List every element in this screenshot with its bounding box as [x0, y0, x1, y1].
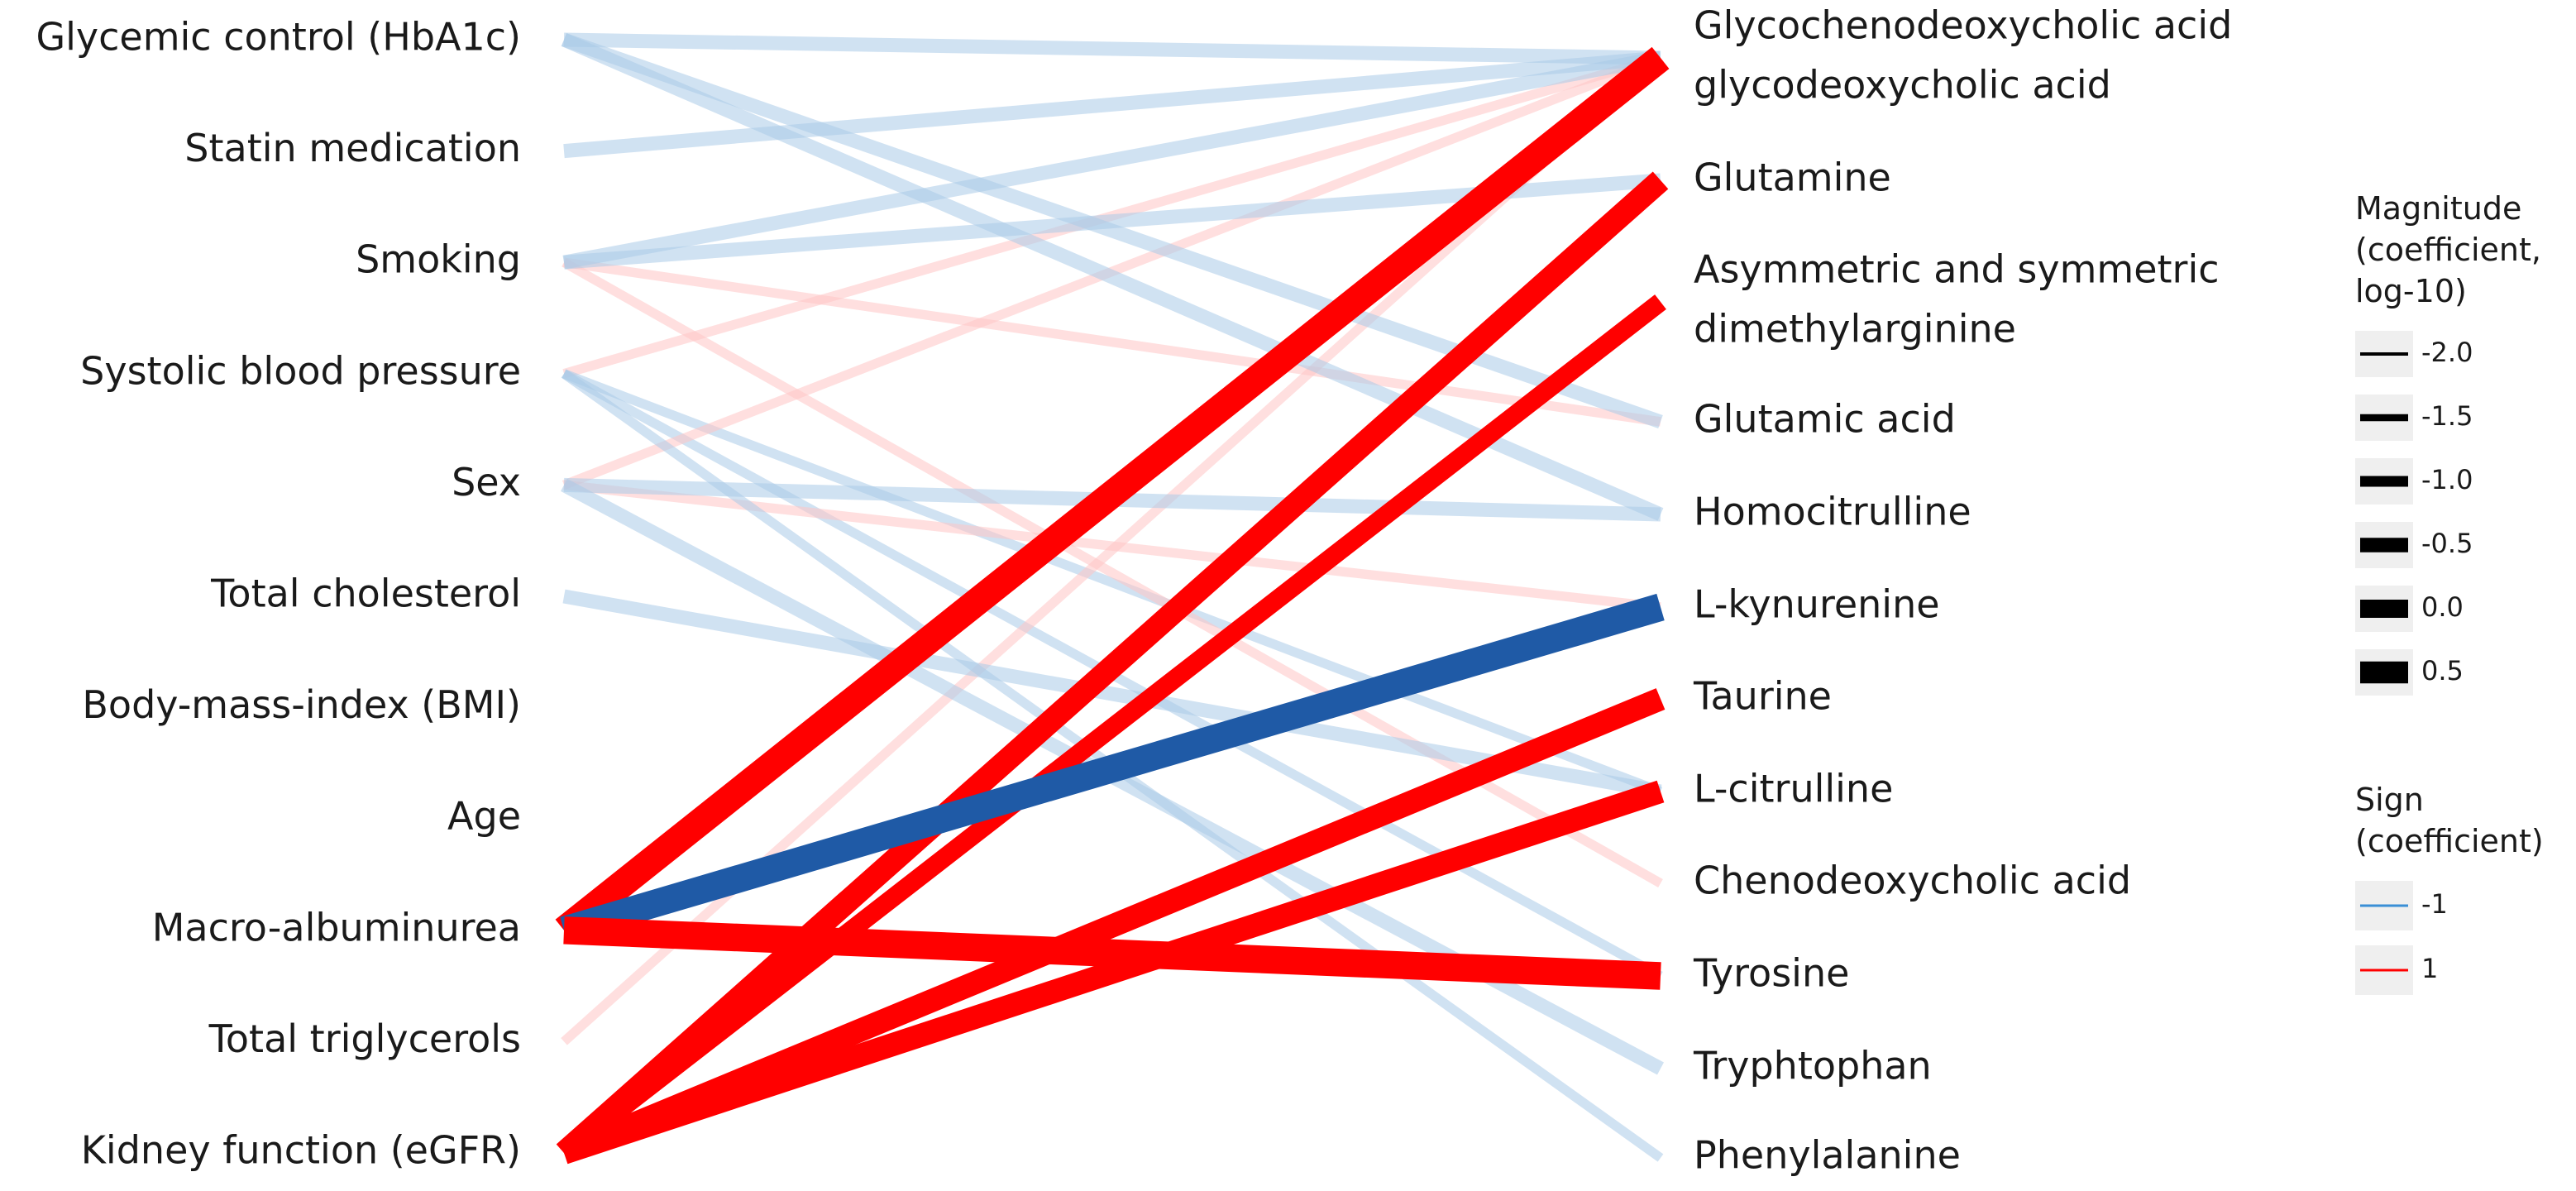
- link-smoking-to-glutamic-acid: [563, 257, 1661, 427]
- predictor-label-body-mass-index-bmi: Body-mass-index (BMI): [82, 682, 521, 727]
- magnitude-legend-title-1: Magnitude: [2355, 190, 2521, 227]
- link-glycemic-control-hba1c-to-glutamic-acid: [562, 32, 1663, 429]
- metabolite-labels: Glycochenodeoxycholic acid glycodeoxychol…: [1693, 3, 2232, 1178]
- predictor-label-systolic-blood-pressure: Systolic blood pressure: [80, 348, 521, 393]
- magnitude-key-bar: [2360, 538, 2408, 552]
- magnitude-key-bar: [2360, 600, 2408, 618]
- link-kidney-function-egfr-to-l-citrulline: [560, 780, 1665, 1165]
- magnitude-key-label: 0.0: [2421, 591, 2464, 623]
- predictor-label-glycemic-control-hba1c: Glycemic control (HbA1c): [36, 15, 521, 60]
- link-macro-albuminurea-to-l-kynurenine: [560, 593, 1665, 944]
- magnitude-key-label: -1.5: [2421, 400, 2473, 432]
- link-macro-albuminurea-to-glycochenodeoxycholic-acid-glycodeoxycholic-acid: [555, 46, 1670, 941]
- sign-legend-title-2: (coefficient): [2355, 823, 2544, 859]
- metabolite-label-phenylalanine: Phenylalanine: [1694, 1133, 1961, 1178]
- metabolite-label-taurine: Taurine: [1693, 674, 1832, 719]
- predictor-label-total-cholesterol: Total cholesterol: [210, 572, 521, 616]
- magnitude-legend-title-3: log-10): [2355, 273, 2467, 309]
- predictor-label-age: Age: [447, 794, 521, 839]
- magnitude-key-label: -0.5: [2421, 528, 2473, 559]
- sign-legend-title-1: Sign: [2355, 782, 2424, 818]
- magnitude-key-bar: [2360, 476, 2408, 487]
- predictor-label-smoking: Smoking: [356, 237, 521, 282]
- predictor-label-sex: Sex: [452, 460, 521, 505]
- magnitude-key-label: -1.0: [2421, 464, 2473, 495]
- metabolite-label-l-kynurenine: L-kynurenine: [1694, 582, 1940, 627]
- metabolite-label-glutamic-acid: Glutamic acid: [1694, 397, 1956, 442]
- sign-legend: Sign (coefficient) -1 1: [2355, 782, 2544, 995]
- metabolite-label-glutamine: Glutamine: [1694, 155, 1891, 200]
- magnitude-key-bar: [2360, 661, 2408, 684]
- metabolite-label-glycodeoxycholic-acid: glycodeoxycholic acid: [1694, 63, 2111, 108]
- predictor-label-statin-medication: Statin medication: [184, 126, 521, 170]
- predictor-label-kidney-function-egfr: Kidney function (eGFR): [81, 1128, 521, 1173]
- metabolite-label-homocitrulline: Homocitrulline: [1694, 490, 1971, 534]
- metabolite-label-tryphtophan: Tryphtophan: [1693, 1044, 1932, 1088]
- link-total-cholesterol-to-l-citrulline: [562, 589, 1662, 799]
- predictor-label-total-triglycerols: Total triglycerols: [208, 1016, 521, 1061]
- metabolite-label-glycochenodeoxycholic-acid: Glycochenodeoxycholic acid: [1694, 3, 2232, 48]
- metabolite-label-tyrosine: Tyrosine: [1693, 951, 1849, 996]
- metabolite-label-l-citrulline: L-citrulline: [1694, 767, 1893, 811]
- magnitude-legend-title-2: (coefficient,: [2355, 232, 2541, 268]
- sign-key-label: 1: [2421, 953, 2438, 984]
- link-kidney-function-egfr-to-glutamine: [556, 171, 1669, 1162]
- link-kidney-function-egfr-to-taurine: [559, 688, 1666, 1164]
- association-links: [555, 32, 1670, 1165]
- magnitude-key-bar: [2360, 352, 2408, 356]
- link-glycemic-control-hba1c-to-glycochenodeoxycholic-acid-glycodeoxycholic-acid: [563, 32, 1661, 65]
- magnitude-legend: Magnitude (coefficient, log-10) -2.0 -1.5…: [2355, 190, 2541, 696]
- link-kidney-function-egfr-to-asymmetric-and-symmetric-dimethylarginine: [558, 294, 1666, 1160]
- metabolite-label-asymmetric-and-symmetric: Asymmetric and symmetric: [1694, 247, 2220, 292]
- link-systolic-blood-pressure-to-l-citrulline: [562, 369, 1663, 796]
- magnitude-key-label: -2.0: [2421, 337, 2473, 368]
- link-smoking-to-glycochenodeoxycholic-acid-glycodeoxycholic-acid: [562, 50, 1662, 270]
- magnitude-key-bar: [2360, 414, 2408, 422]
- predictor-label-macro-albuminurea: Macro-albuminurea: [152, 905, 521, 949]
- link-statin-medication-to-glycochenodeoxycholic-acid-glycodeoxycholic-acid: [563, 50, 1661, 159]
- sign-key-label: -1: [2421, 888, 2448, 920]
- metabolite-label-chenodeoxycholic-acid: Chenodeoxycholic acid: [1694, 859, 2131, 903]
- link-macro-albuminurea-to-tyrosine: [563, 916, 1661, 990]
- magnitude-key-label: 0.5: [2421, 655, 2464, 686]
- metabolite-label-dimethylarginine: dimethylarginine: [1694, 307, 2016, 352]
- predictor-labels: Glycemic control (HbA1c) Statin medicatio…: [36, 15, 521, 1173]
